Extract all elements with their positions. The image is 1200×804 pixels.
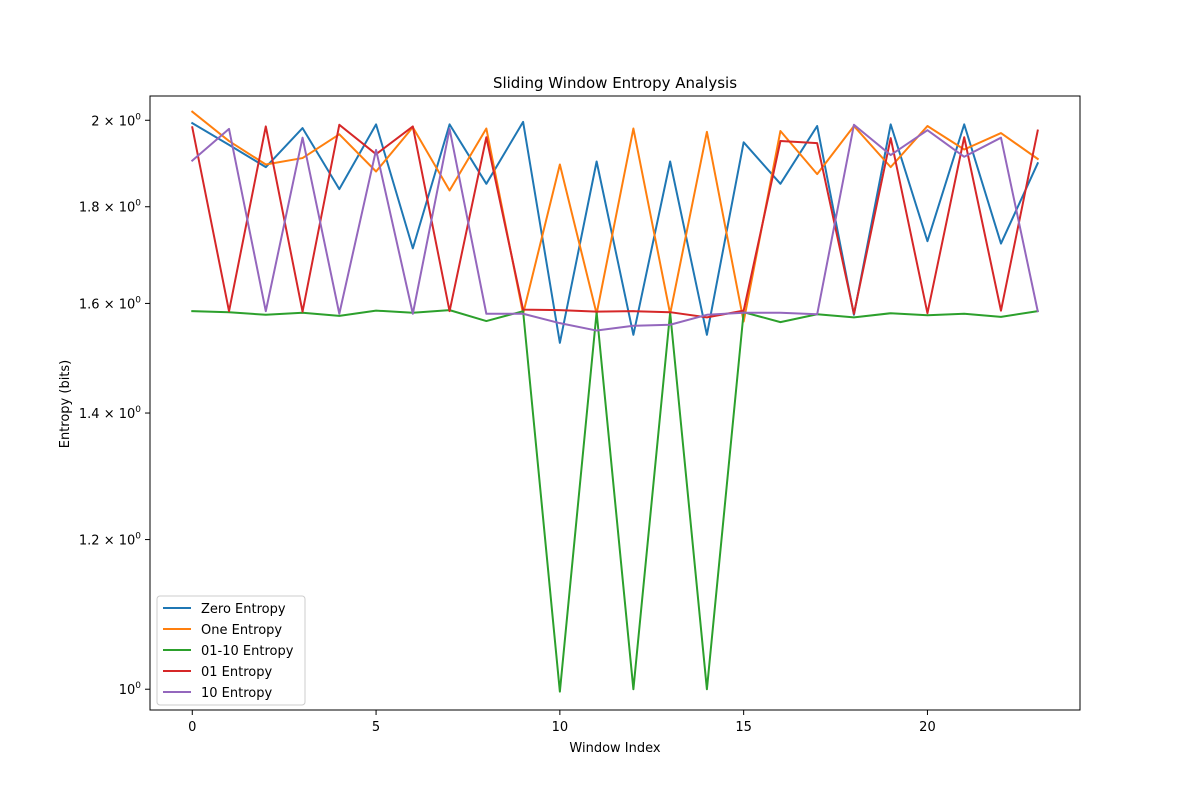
x-tick-label: 10 xyxy=(552,720,569,735)
y-tick-label: 1.8 × 100 xyxy=(79,199,141,216)
x-tick-label: 15 xyxy=(735,720,752,735)
y-tick-label: 1.4 × 100 xyxy=(79,405,141,422)
x-tick-label: 5 xyxy=(372,720,380,735)
y-tick-label: 1.6 × 100 xyxy=(79,295,141,312)
x-axis-label: Window Index xyxy=(569,741,660,756)
x-tick-label: 20 xyxy=(919,720,936,735)
y-axis-label: Entropy (bits) xyxy=(58,360,73,449)
series-line-10-entropy xyxy=(190,123,1039,332)
legend-label-one-entropy: One Entropy xyxy=(201,623,282,638)
chart-title: Sliding Window Entropy Analysis xyxy=(493,74,737,92)
y-tick-label: 2 × 100 xyxy=(91,112,141,129)
legend-label-zero-entropy: Zero Entropy xyxy=(201,602,286,617)
x-tick-label: 0 xyxy=(188,720,196,735)
legend-label-10-entropy: 10 Entropy xyxy=(201,686,272,701)
series-layer xyxy=(190,110,1040,693)
plot-area-frame xyxy=(149,95,1081,711)
series-line-zero-entropy xyxy=(190,120,1040,344)
series-line-01-10-entropy xyxy=(191,309,1039,693)
series-line-01-entropy xyxy=(191,123,1039,319)
legend: Zero Entropy One Entropy 01-10 Entropy 01 E… xyxy=(156,595,306,706)
y-tick-label: 1.2 × 100 xyxy=(79,532,141,549)
legend-label-01-entropy: 01 Entropy xyxy=(201,665,272,680)
y-tick-label: 100 xyxy=(119,681,142,698)
series-line-one-entropy xyxy=(190,110,1040,323)
legend-entries: Zero Entropy One Entropy 01-10 Entropy 01 E… xyxy=(163,602,294,701)
tick-layer: 0 5 10 15 20 100 1.2 × 100 1.4 × 100 1.6 × 100 1.… xyxy=(79,112,936,735)
legend-label-01-10-entropy: 01-10 Entropy xyxy=(201,644,294,659)
legend-frame xyxy=(156,595,306,706)
